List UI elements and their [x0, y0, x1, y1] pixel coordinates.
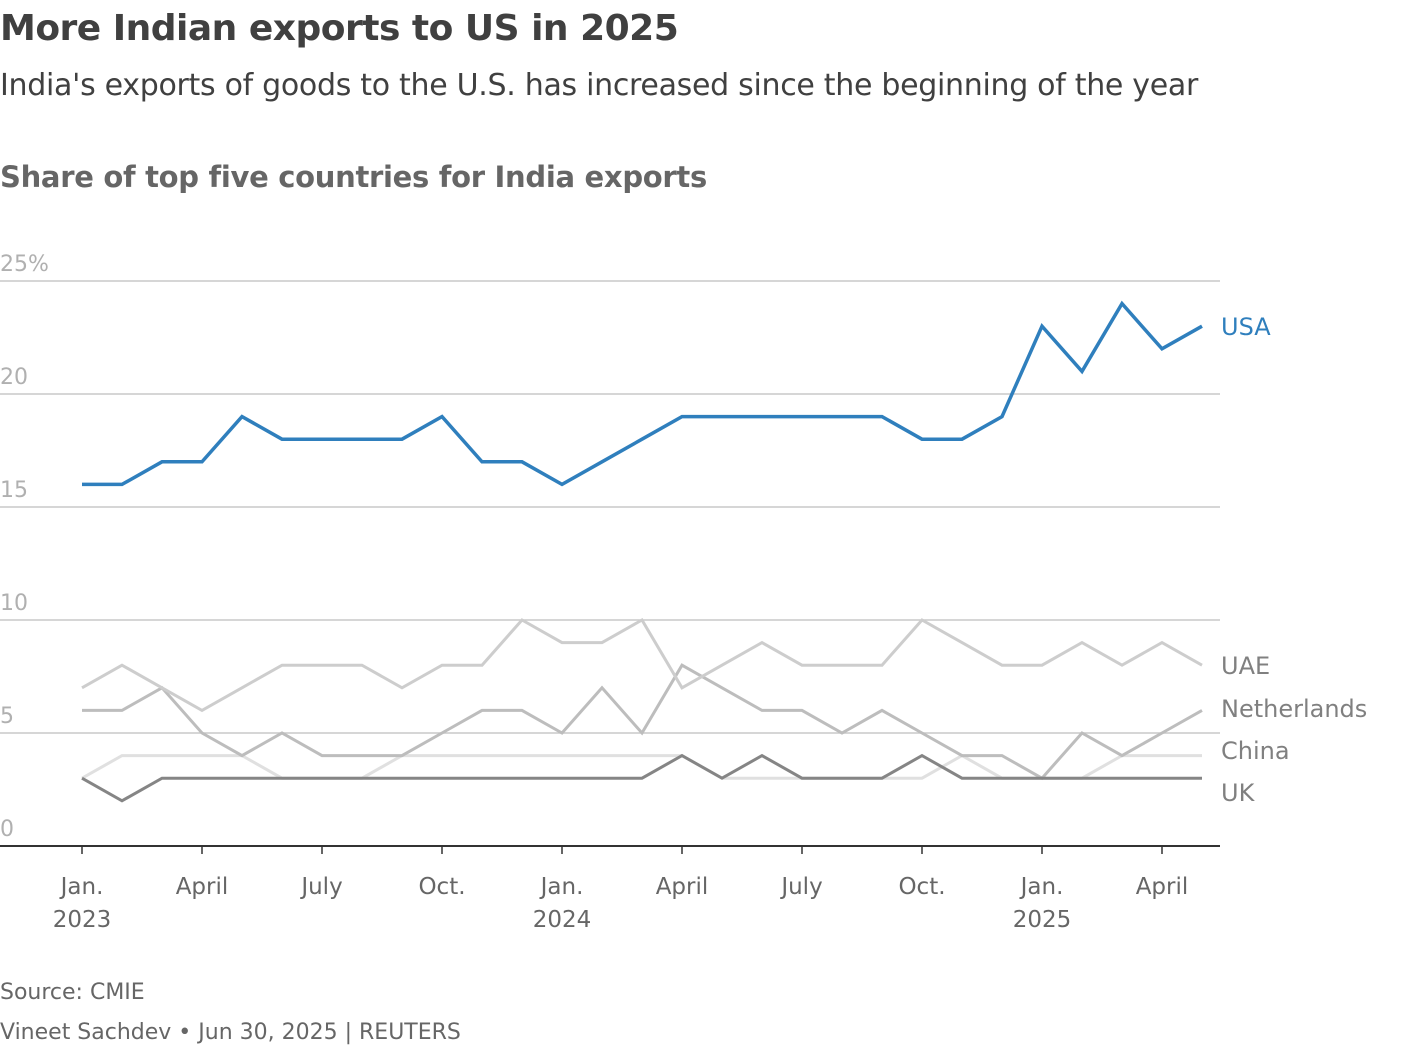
chart-title: More Indian exports to US in 2025 [0, 8, 679, 49]
series-line-netherlands [82, 663, 1203, 781]
x-tick-label: July [299, 874, 342, 900]
x-tick-label: April [176, 874, 229, 900]
x-tick-label: April [656, 874, 709, 900]
x-tick-year: 2025 [1013, 907, 1072, 933]
series-label-netherlands: Netherlands [1221, 695, 1367, 723]
series-line-uae [81, 617, 1203, 713]
y-tick-label: 0 [0, 817, 14, 842]
series-label-uae: UAE [1221, 652, 1270, 680]
y-tick-label: 10 [0, 591, 28, 616]
series-line-usa [82, 300, 1203, 487]
x-tick-label: Jan. [1019, 874, 1064, 900]
x-tick-label: April [1136, 874, 1189, 900]
x-tick-label: Jan. [539, 874, 584, 900]
series-label-uk: UK [1221, 779, 1256, 807]
x-tick-label: Oct. [418, 874, 465, 900]
chart-subtitle: India's exports of goods to the U.S. has… [0, 68, 1199, 103]
chart-heading: Share of top five countries for India ex… [0, 160, 707, 194]
x-tick-label: Oct. [898, 874, 945, 900]
y-tick-label: 20 [0, 365, 28, 390]
y-tick-label: 25% [0, 252, 49, 277]
x-tick-label: July [779, 874, 822, 900]
y-tick-label: 5 [0, 704, 14, 729]
x-tick-label: Jan. [59, 874, 104, 900]
x-tick-year: 2024 [533, 907, 592, 933]
series-line-uk [81, 753, 1202, 803]
source-note: Source: CMIE [0, 980, 145, 1005]
byline: Vineet Sachdev • Jun 30, 2025 | REUTERS [0, 1020, 461, 1045]
x-tick-year: 2023 [53, 907, 112, 933]
series-label-usa: USA [1221, 313, 1271, 341]
series-label-china: China [1221, 737, 1290, 765]
y-tick-label: 15 [0, 478, 28, 503]
